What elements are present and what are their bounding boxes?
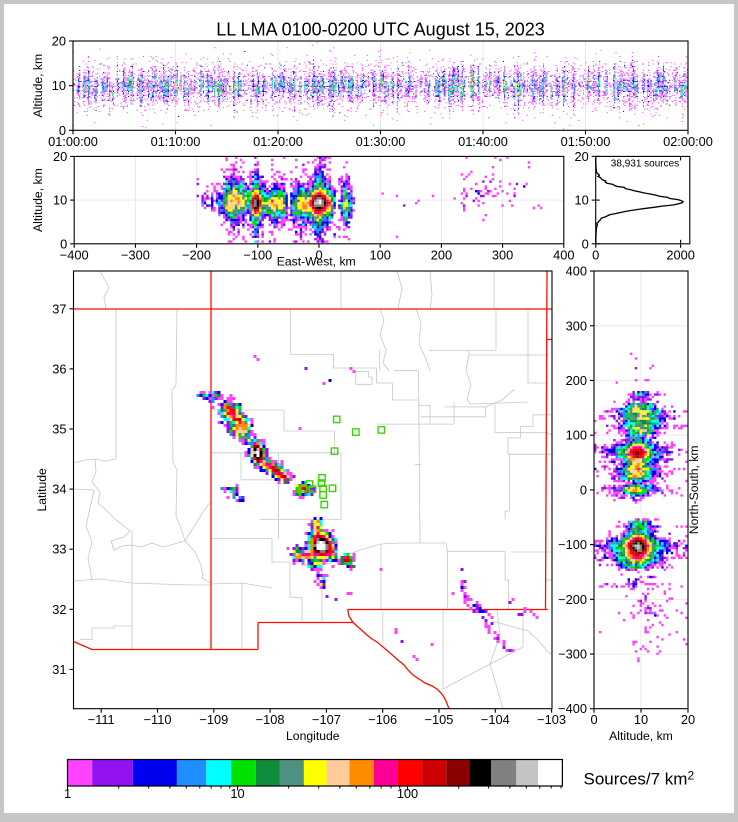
svg-text:02:00:00: 02:00:00 [663,134,713,149]
svg-text:0: 0 [315,247,322,262]
svg-text:−105: −105 [425,712,454,727]
svg-text:−300: −300 [558,647,587,662]
svg-text:−100: −100 [243,247,272,262]
svg-text:400: 400 [566,264,587,279]
svg-text:300: 300 [566,318,587,333]
svg-text:−103: −103 [537,712,566,727]
svg-text:01:20:00: 01:20:00 [253,134,303,149]
svg-text:20: 20 [574,149,588,164]
svg-text:31: 31 [52,662,66,677]
svg-text:32: 32 [52,602,66,617]
svg-text:100: 100 [566,428,587,443]
svg-text:−106: −106 [368,712,397,727]
svg-text:10: 10 [230,786,244,801]
svg-text:Altitude, km: Altitude, km [31,168,45,232]
svg-text:20: 20 [52,34,66,49]
svg-text:34: 34 [52,482,66,497]
svg-text:1: 1 [64,786,71,801]
svg-text:10: 10 [52,78,66,93]
svg-text:36: 36 [52,361,66,376]
svg-text:−104: −104 [481,712,510,727]
svg-text:−200: −200 [558,592,587,607]
svg-text:0: 0 [580,482,587,497]
svg-text:0: 0 [592,247,599,262]
svg-text:100: 100 [370,247,391,262]
svg-text:−200: −200 [182,247,211,262]
svg-text:0: 0 [60,236,67,251]
svg-text:2000: 2000 [666,247,694,262]
svg-text:−111: −111 [88,712,115,727]
svg-text:10: 10 [634,712,648,727]
svg-text:0: 0 [590,712,597,727]
svg-text:01:30:00: 01:30:00 [356,134,406,149]
svg-text:Altitude, km: Altitude, km [31,54,45,118]
svg-text:100: 100 [397,786,418,801]
svg-text:North-South, km: North-South, km [687,445,701,534]
svg-text:0: 0 [59,123,66,138]
svg-text:Longitude: Longitude [286,729,340,743]
svg-text:200: 200 [566,373,587,388]
svg-text:20: 20 [53,149,67,164]
svg-text:10: 10 [53,193,67,208]
svg-text:East-West, km: East-West, km [277,255,356,269]
svg-text:−109: −109 [199,712,228,727]
svg-text:−107: −107 [312,712,341,727]
svg-text:01:00:00: 01:00:00 [48,134,98,149]
svg-text:38,931 sources: 38,931 sources [611,159,679,170]
svg-text:37: 37 [52,301,66,316]
svg-text:01:10:00: 01:10:00 [151,134,201,149]
svg-text:35: 35 [52,422,66,437]
svg-text:400: 400 [553,247,574,262]
svg-text:0: 0 [582,236,589,251]
svg-text:−108: −108 [256,712,285,727]
svg-text:−400: −400 [60,247,89,262]
svg-text:01:50:00: 01:50:00 [561,134,611,149]
svg-text:−400: −400 [558,701,587,716]
svg-text:300: 300 [492,247,513,262]
svg-text:20: 20 [681,712,695,727]
svg-text:−100: −100 [558,537,587,552]
svg-text:10: 10 [574,193,588,208]
svg-text:33: 33 [52,542,66,557]
svg-text:LL LMA 0100-0200 UTC August 15: LL LMA 0100-0200 UTC August 15, 2023 [216,20,545,40]
svg-text:Sources/7 km2: Sources/7 km2 [584,769,695,789]
svg-text:01:40:00: 01:40:00 [458,134,508,149]
svg-text:Altitude, km: Altitude, km [609,729,673,743]
svg-text:Latitude: Latitude [35,468,49,512]
svg-text:−110: −110 [144,712,172,727]
svg-text:−300: −300 [121,247,150,262]
svg-text:200: 200 [431,247,452,262]
